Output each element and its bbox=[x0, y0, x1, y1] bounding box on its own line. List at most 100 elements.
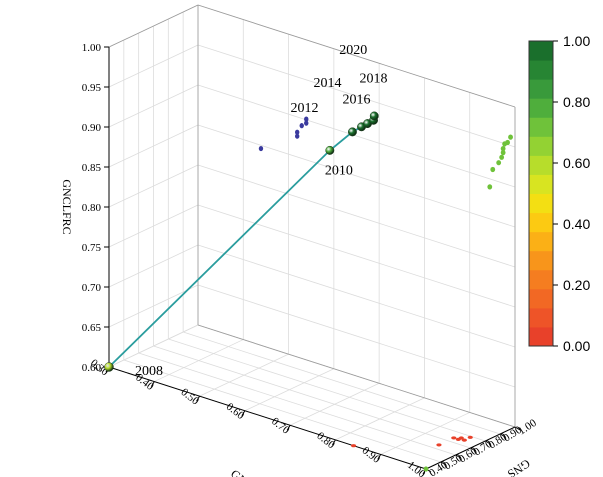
projection-point bbox=[500, 150, 506, 156]
colorbar-segment bbox=[529, 155, 553, 175]
x-tick-mark bbox=[150, 381, 155, 387]
box-edge bbox=[197, 4, 516, 108]
projection-point bbox=[499, 154, 505, 160]
projection-point bbox=[350, 444, 357, 448]
projection-point bbox=[304, 116, 309, 122]
z-tick-label: 0.85 bbox=[82, 162, 102, 174]
box-edge bbox=[197, 324, 516, 428]
x-tick-label: 0.60 bbox=[224, 401, 247, 423]
projection-point bbox=[295, 129, 300, 135]
z-tick-label: 0.90 bbox=[82, 122, 102, 134]
x-tick-mark bbox=[377, 454, 382, 460]
projection-point bbox=[458, 436, 464, 440]
grid-line bbox=[197, 44, 516, 148]
colorbar-tick-label: 0.40 bbox=[563, 216, 590, 232]
colorbar-tick-label: 1.00 bbox=[563, 33, 590, 49]
y-tick-mark bbox=[455, 454, 461, 459]
year-label: 2008 bbox=[135, 364, 163, 379]
x-tick-mark bbox=[286, 425, 291, 431]
x-axis-label: GNE bbox=[228, 467, 256, 477]
colorbar-segment bbox=[529, 307, 553, 328]
projection-point bbox=[304, 120, 309, 126]
y-tick-mark bbox=[470, 447, 476, 452]
colorbar-segment bbox=[529, 41, 553, 61]
projection-point bbox=[487, 184, 493, 190]
projection-point bbox=[505, 139, 510, 146]
grid-line bbox=[197, 84, 516, 188]
data-point bbox=[369, 111, 379, 121]
colorbar-tick-label: 0.20 bbox=[563, 277, 590, 293]
y-tick-mark bbox=[514, 426, 521, 431]
colorbar-segment bbox=[529, 136, 553, 156]
x-tick-label: 0.70 bbox=[269, 415, 292, 437]
z-tick-label: 0.75 bbox=[82, 242, 102, 254]
projection-point bbox=[500, 146, 506, 152]
colorbar-tick-label: 0.60 bbox=[563, 155, 590, 171]
grid-line bbox=[197, 204, 516, 308]
x-tick-mark bbox=[331, 439, 336, 446]
colorbar-tick-label: 0.00 bbox=[563, 338, 590, 354]
projection-point bbox=[461, 438, 467, 442]
x-tick-mark bbox=[241, 410, 246, 416]
grid-line bbox=[138, 352, 456, 456]
grid-line bbox=[197, 284, 516, 388]
grid-line bbox=[153, 345, 471, 449]
year-label: 2016 bbox=[343, 93, 371, 108]
grid-line bbox=[183, 331, 501, 435]
colorbar-frame bbox=[528, 40, 554, 347]
year-label: 2012 bbox=[290, 101, 318, 116]
colorbar-segment bbox=[529, 79, 553, 99]
colorbar-segment bbox=[529, 193, 553, 214]
projection-point bbox=[436, 443, 442, 447]
year-label: 2010 bbox=[325, 163, 353, 178]
x-tick-label: 0.50 bbox=[179, 386, 202, 408]
grid-line bbox=[197, 124, 516, 228]
x-tick-mark bbox=[196, 395, 201, 402]
z-tick-label: 0.80 bbox=[82, 202, 102, 214]
colorbar-segment bbox=[529, 98, 553, 118]
projection-point bbox=[496, 160, 502, 166]
x-tick-label: 0.80 bbox=[314, 430, 337, 452]
grid-line bbox=[197, 164, 516, 268]
grid-line bbox=[123, 359, 441, 463]
projection-point bbox=[508, 134, 513, 140]
y-tick-mark bbox=[499, 433, 506, 438]
projection-point bbox=[451, 436, 457, 440]
year-label: 2018 bbox=[360, 71, 388, 86]
y-tick-label: 1.00 bbox=[516, 417, 539, 438]
projection-point bbox=[299, 123, 304, 129]
x-tick-label: 0.90 bbox=[360, 444, 383, 466]
z-tick-label: 0.95 bbox=[82, 82, 102, 94]
colorbar-segment bbox=[529, 288, 553, 309]
data-point bbox=[104, 362, 114, 372]
grid-line bbox=[168, 338, 486, 442]
colorbar-segment bbox=[529, 212, 553, 233]
y-tick-mark bbox=[485, 440, 491, 445]
colorbar-tick-label: 0.80 bbox=[563, 94, 590, 110]
colorbar-segment bbox=[529, 60, 553, 80]
y-axis-label: GNS bbox=[505, 456, 533, 477]
projection-point bbox=[490, 166, 496, 173]
projection-point bbox=[258, 145, 264, 152]
colorbar-segment bbox=[529, 117, 553, 137]
projection-point bbox=[423, 466, 429, 472]
x-axis-line bbox=[108, 366, 427, 470]
colorbar-segment bbox=[529, 250, 553, 271]
trajectory-line bbox=[108, 115, 376, 368]
colorbar-segment bbox=[529, 231, 553, 252]
box-edge bbox=[108, 4, 199, 48]
year-label: 2014 bbox=[314, 76, 342, 91]
projection-point bbox=[467, 435, 473, 439]
z-axis-label: GNCLFRC bbox=[60, 179, 74, 234]
colorbar-segment bbox=[529, 269, 553, 290]
z-tick-label: 1.00 bbox=[82, 42, 102, 54]
z-tick-label: 0.65 bbox=[82, 322, 102, 334]
projection-point bbox=[295, 133, 300, 139]
z-tick-label: 0.70 bbox=[82, 282, 102, 294]
y-tick-mark bbox=[440, 461, 447, 466]
year-label: 2020 bbox=[339, 43, 367, 58]
colorbar-segment bbox=[529, 326, 553, 347]
z-tick-label: 0.60 bbox=[82, 362, 102, 374]
